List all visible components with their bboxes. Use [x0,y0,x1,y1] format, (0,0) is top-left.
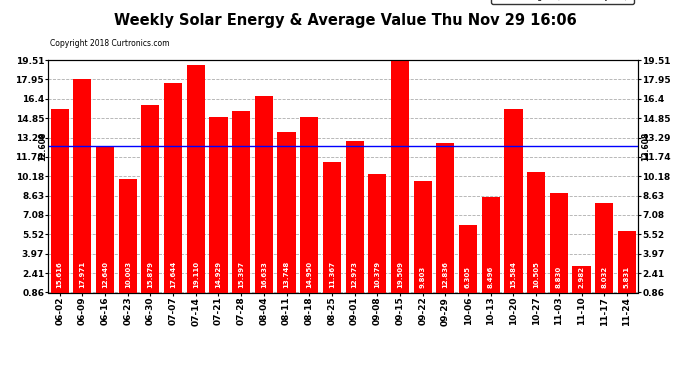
Text: 15.584: 15.584 [511,261,516,288]
Text: 12.608: 12.608 [641,131,650,160]
Text: 12.640: 12.640 [102,261,108,288]
Text: 15.616: 15.616 [57,261,63,288]
Bar [232,111,250,303]
Text: 5.831: 5.831 [624,266,630,288]
Bar [323,162,341,303]
Text: 16.633: 16.633 [261,261,267,288]
Bar [504,109,522,303]
Bar [119,178,137,303]
Text: 2.982: 2.982 [578,266,584,288]
Bar [255,96,273,303]
Bar [527,172,545,303]
Bar [164,83,182,303]
Text: 11.367: 11.367 [329,261,335,288]
Text: 13.748: 13.748 [284,261,290,288]
Text: 8.830: 8.830 [556,266,562,288]
Text: 15.397: 15.397 [238,261,244,288]
Text: 6.305: 6.305 [465,266,471,288]
Bar [391,60,409,303]
Text: 10.505: 10.505 [533,261,539,288]
Text: 8.496: 8.496 [488,266,494,288]
Text: 8.032: 8.032 [601,266,607,288]
Text: 14.950: 14.950 [306,261,313,288]
Text: 12.608: 12.608 [38,131,47,160]
Bar [50,108,69,303]
Bar [413,181,432,303]
Text: 19.110: 19.110 [193,261,199,288]
Bar [277,132,295,303]
Bar [550,193,568,303]
Bar [459,225,477,303]
Bar [300,117,318,303]
Bar [141,105,159,303]
Bar [187,65,205,303]
Bar [346,141,364,303]
Text: Copyright 2018 Curtronics.com: Copyright 2018 Curtronics.com [50,39,169,48]
Bar [595,203,613,303]
Text: 17.971: 17.971 [79,261,86,288]
Text: 10.003: 10.003 [125,261,130,288]
Text: 19.509: 19.509 [397,261,403,288]
Bar [73,79,91,303]
Bar [482,197,500,303]
Bar [209,117,228,303]
Text: 14.929: 14.929 [215,261,221,288]
Bar [573,266,591,303]
Text: 15.879: 15.879 [148,261,153,288]
Bar [96,146,114,303]
Legend: Average  ($), Daily    ($): Average ($), Daily ($) [491,0,634,4]
Text: 10.379: 10.379 [374,261,380,288]
Text: 12.973: 12.973 [352,261,357,288]
Text: 9.803: 9.803 [420,266,426,288]
Text: 17.644: 17.644 [170,261,176,288]
Bar [368,174,386,303]
Bar [436,143,455,303]
Bar [618,231,636,303]
Text: Weekly Solar Energy & Average Value Thu Nov 29 16:06: Weekly Solar Energy & Average Value Thu … [114,13,576,28]
Text: 12.836: 12.836 [442,261,448,288]
